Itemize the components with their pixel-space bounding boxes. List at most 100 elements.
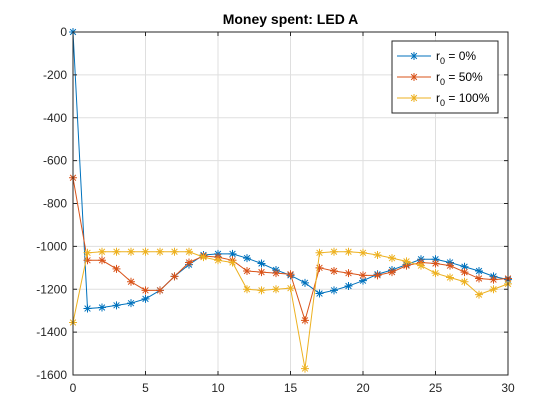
- data-point: [475, 290, 483, 299]
- data-point: [344, 247, 353, 256]
- x-tick-label: 10: [211, 381, 225, 395]
- data-point: [373, 250, 382, 259]
- data-point: [373, 271, 382, 280]
- data-point: [170, 272, 179, 281]
- data-point: [489, 275, 498, 284]
- data-point: [185, 247, 193, 256]
- data-point: [431, 269, 440, 278]
- x-tick-label: 5: [142, 381, 149, 395]
- legend: r0 = 0% r0 = 50% r0 = 100%: [391, 40, 499, 114]
- data-point: [112, 301, 121, 310]
- data-point: [388, 254, 396, 263]
- data-point: [286, 270, 295, 279]
- data-point: [127, 299, 135, 308]
- data-point: [359, 248, 367, 257]
- data-point: [446, 261, 454, 270]
- data-point: [272, 285, 280, 294]
- y-tick-label: -400: [43, 111, 67, 125]
- data-point: [243, 267, 251, 276]
- data-point: [402, 261, 411, 270]
- data-point: [156, 247, 164, 256]
- data-point: [141, 286, 150, 295]
- y-tick-label: -1400: [36, 325, 67, 339]
- y-tick-label: -1000: [36, 239, 67, 253]
- data-point: [170, 247, 179, 256]
- y-tick-label: -1600: [36, 368, 67, 382]
- data-point: [243, 285, 251, 294]
- data-point: [127, 247, 135, 256]
- data-point: [98, 303, 106, 312]
- data-point: [301, 316, 309, 325]
- data-point: [112, 247, 121, 256]
- data-point: [257, 259, 266, 268]
- data-point: [301, 364, 309, 373]
- data-point: [141, 294, 150, 303]
- x-tick-label: 20: [356, 381, 370, 395]
- x-tick-label: 25: [429, 381, 443, 395]
- x-tick-label: 30: [501, 381, 515, 395]
- chart-title: Money spent: LED A: [223, 11, 359, 27]
- data-point: [388, 268, 396, 277]
- data-point: [489, 285, 498, 294]
- legend-label: r0 = 0%: [436, 49, 476, 66]
- data-point: [315, 289, 324, 298]
- y-tick-label: -200: [43, 68, 67, 82]
- data-point: [359, 271, 367, 280]
- data-point: [431, 259, 440, 268]
- data-point: [83, 248, 92, 257]
- data-point: [417, 261, 425, 270]
- data-point: [272, 269, 280, 278]
- legend-entry: r0 = 0%: [397, 49, 476, 66]
- data-point: [431, 255, 440, 264]
- data-point: [185, 258, 193, 267]
- data-point: [344, 269, 353, 278]
- y-tick-label: 0: [60, 25, 67, 39]
- legend-label: r0 = 50%: [436, 70, 483, 87]
- data-point: [359, 276, 367, 285]
- series-layer: [69, 28, 512, 373]
- x-tick-label: 0: [70, 381, 77, 395]
- data-point: [330, 267, 338, 276]
- data-point: [127, 277, 135, 286]
- data-point: [228, 258, 237, 267]
- data-point: [257, 286, 266, 295]
- data-point: [330, 247, 338, 256]
- series-3: [69, 247, 512, 373]
- legend-entry: r0 = 100%: [397, 91, 490, 108]
- data-point: [199, 253, 208, 262]
- y-tick-label: -800: [43, 197, 67, 211]
- data-point: [460, 268, 469, 277]
- legend-label: r0 = 100%: [436, 91, 490, 108]
- data-point: [83, 304, 92, 313]
- data-point: [460, 262, 469, 271]
- data-point: [475, 267, 483, 276]
- data-point: [141, 247, 150, 256]
- data-point: [301, 278, 309, 287]
- legend-marker: [410, 73, 418, 81]
- data-point: [315, 263, 324, 272]
- data-point: [112, 264, 121, 273]
- data-point: [243, 254, 251, 263]
- data-point: [228, 249, 237, 258]
- legend-marker: [410, 52, 418, 60]
- legend-marker: [410, 94, 418, 102]
- data-point: [98, 256, 106, 265]
- x-tick-label: 15: [284, 381, 298, 395]
- y-tick-label: -1200: [36, 282, 67, 296]
- data-point: [330, 286, 338, 295]
- data-point: [446, 273, 454, 282]
- data-point: [214, 256, 222, 265]
- data-point: [83, 256, 92, 265]
- data-point: [315, 248, 324, 257]
- axis-ticks: 0 5 10 15 20 25 30 0 -200 -400 -600 -800 -1000 -1200 -…: [36, 25, 515, 395]
- legend-entry: r0 = 50%: [397, 70, 483, 87]
- data-point: [402, 257, 411, 266]
- data-point: [98, 247, 106, 256]
- data-point: [344, 282, 353, 291]
- y-tick-label: -600: [43, 154, 67, 168]
- data-point: [156, 286, 164, 295]
- data-point: [460, 277, 469, 286]
- data-point: [286, 284, 295, 293]
